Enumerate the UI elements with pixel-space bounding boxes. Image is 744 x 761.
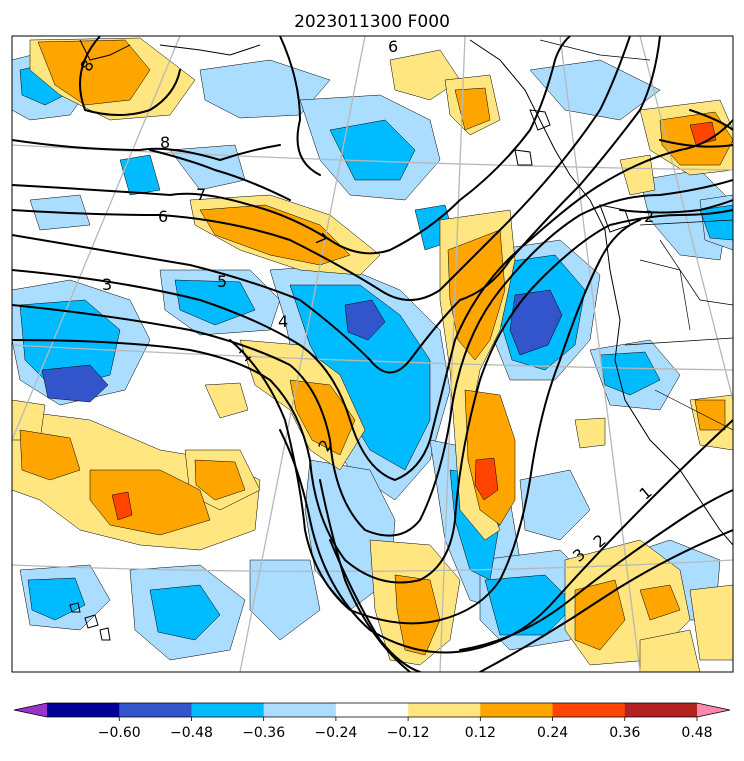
contour-label: 8 [160,133,170,152]
map-title: 2023011300 F000 [294,12,450,32]
colorbar: −0.60 −0.48 −0.36 −0.24 −0.12 0.12 0.24 0.36 0.4… [13,702,731,741]
colorbar-tick-label: −0.48 [170,725,213,741]
colorbar-extend-high [697,703,730,717]
colorbar-tick-label: 0.48 [681,725,712,741]
positive-field-strong [111,121,717,521]
contour-label: 4 [278,312,288,331]
coastlines [69,39,733,641]
colorbar-tick-label: −0.24 [314,725,357,741]
colorbar-segment [624,703,698,717]
contour-label: 7 [196,185,206,204]
political-borders [539,39,733,431]
colorbar-segment [119,703,192,717]
positive-field-mid [19,39,733,656]
colorbar-segment [263,703,337,717]
colorbar-segment [480,703,554,717]
contour-label: 2 [644,207,654,226]
contour-label: 5 [217,272,227,291]
contour-label: 3 [102,275,112,294]
colorbar-tick-label: 0.24 [537,725,568,741]
colorbar-tick-label: 0.12 [465,725,496,741]
contour-label: 6 [388,37,398,56]
negative-field-dark [41,289,563,403]
contour-lines [12,36,733,672]
colorbar-segment [335,703,409,717]
colorbar-segment [408,703,481,717]
colorbar-tick-label: 0.36 [609,725,640,741]
colorbar-tick-label: −0.12 [387,725,430,741]
contour-label: 6 [158,207,168,226]
colorbar-tick-label: −0.60 [98,725,141,741]
colorbar-segment [47,703,120,717]
colorbar-segment [552,703,626,717]
map-area: 8 8 7 6 5 4 3 1 2 6 7 2 3 2 1 [12,36,733,672]
colorbar-extend-low [14,703,47,717]
colorbar-segment [191,703,265,717]
colorbar-tick-label: −0.36 [242,725,285,741]
map-frame [11,35,734,673]
